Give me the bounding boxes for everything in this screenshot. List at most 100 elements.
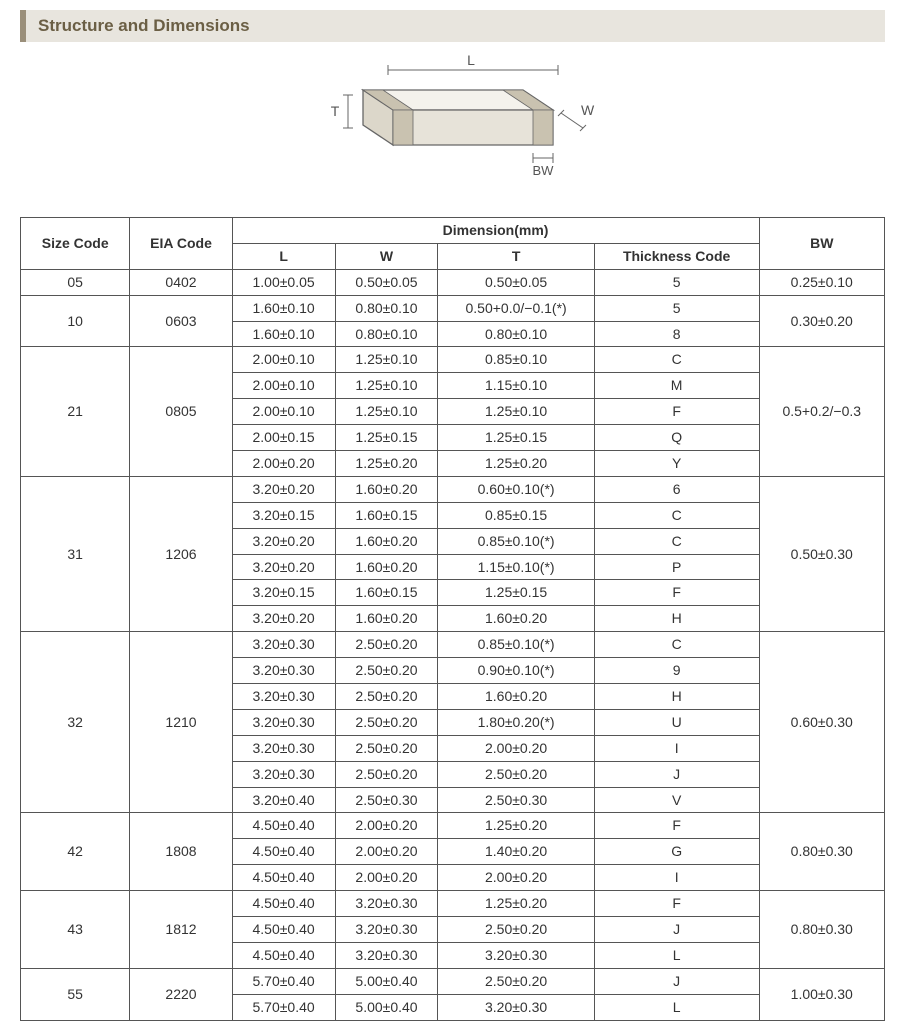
cell-L: 3.20±0.30: [232, 709, 335, 735]
cell-L: 4.50±0.40: [232, 917, 335, 943]
cell-W: 1.25±0.15: [335, 425, 438, 451]
cell-W: 1.60±0.15: [335, 502, 438, 528]
cell-L: 1.00±0.05: [232, 269, 335, 295]
cell-W: 2.50±0.20: [335, 658, 438, 684]
cell-tc: L: [594, 942, 759, 968]
cell-W: 2.50±0.20: [335, 632, 438, 658]
cell-bw: 0.80±0.30: [759, 891, 884, 969]
cell-W: 2.50±0.20: [335, 709, 438, 735]
cell-eia-code: 1206: [130, 476, 232, 631]
cell-size-code: 10: [21, 295, 130, 347]
cell-tc: 5: [594, 269, 759, 295]
col-T: T: [438, 243, 594, 269]
cell-T: 0.90±0.10(*): [438, 658, 594, 684]
cell-W: 1.60±0.20: [335, 606, 438, 632]
cell-W: 1.25±0.10: [335, 399, 438, 425]
cell-W: 3.20±0.30: [335, 942, 438, 968]
cell-W: 1.60±0.20: [335, 528, 438, 554]
cell-bw: 0.25±0.10: [759, 269, 884, 295]
cell-T: 3.20±0.30: [438, 942, 594, 968]
cell-tc: P: [594, 554, 759, 580]
cell-tc: 5: [594, 295, 759, 321]
cell-T: 1.25±0.20: [438, 813, 594, 839]
table-row: 1006031.60±0.100.80±0.100.50+0.0/−0.1(*)…: [21, 295, 885, 321]
table-row: 4218084.50±0.402.00±0.201.25±0.20F0.80±0…: [21, 813, 885, 839]
cell-W: 2.50±0.20: [335, 735, 438, 761]
cell-bw: 0.5+0.2/−0.3: [759, 347, 884, 476]
cell-W: 0.50±0.05: [335, 269, 438, 295]
cell-tc: J: [594, 968, 759, 994]
cell-W: 2.50±0.20: [335, 761, 438, 787]
section-title: Structure and Dimensions: [20, 10, 885, 42]
cell-L: 3.20±0.20: [232, 554, 335, 580]
cell-W: 2.50±0.20: [335, 684, 438, 710]
cell-tc: C: [594, 502, 759, 528]
cell-L: 4.50±0.40: [232, 865, 335, 891]
cell-bw: 0.50±0.30: [759, 476, 884, 631]
cell-size-code: 43: [21, 891, 130, 969]
col-thickness-code: Thickness Code: [594, 243, 759, 269]
cell-size-code: 31: [21, 476, 130, 631]
cell-L: 5.70±0.40: [232, 994, 335, 1020]
cell-tc: I: [594, 735, 759, 761]
cell-T: 1.25±0.15: [438, 580, 594, 606]
cell-T: 0.60±0.10(*): [438, 476, 594, 502]
cell-tc: H: [594, 684, 759, 710]
cell-W: 1.60±0.20: [335, 476, 438, 502]
cell-L: 4.50±0.40: [232, 891, 335, 917]
cell-T: 0.85±0.10: [438, 347, 594, 373]
cell-tc: 6: [594, 476, 759, 502]
table-row: 0504021.00±0.050.50±0.050.50±0.0550.25±0…: [21, 269, 885, 295]
cell-T: 0.50±0.05: [438, 269, 594, 295]
diagram-label-L: L: [467, 52, 475, 68]
cell-T: 1.25±0.20: [438, 451, 594, 477]
cell-tc: V: [594, 787, 759, 813]
cell-tc: F: [594, 813, 759, 839]
cell-L: 2.00±0.10: [232, 373, 335, 399]
cell-W: 0.80±0.10: [335, 295, 438, 321]
cell-W: 2.00±0.20: [335, 839, 438, 865]
cell-tc: F: [594, 580, 759, 606]
col-L: L: [232, 243, 335, 269]
cell-L: 3.20±0.30: [232, 761, 335, 787]
cell-W: 2.50±0.30: [335, 787, 438, 813]
cell-T: 1.80±0.20(*): [438, 709, 594, 735]
cell-T: 1.25±0.15: [438, 425, 594, 451]
cell-bw: 0.80±0.30: [759, 813, 884, 891]
cell-size-code: 21: [21, 347, 130, 476]
cell-L: 3.20±0.15: [232, 502, 335, 528]
cell-W: 1.25±0.10: [335, 373, 438, 399]
cell-tc: Q: [594, 425, 759, 451]
cell-L: 3.20±0.15: [232, 580, 335, 606]
col-dimension: Dimension(mm): [232, 218, 759, 244]
col-size-code: Size Code: [21, 218, 130, 270]
cell-L: 3.20±0.20: [232, 528, 335, 554]
cell-W: 1.25±0.10: [335, 347, 438, 373]
cell-T: 0.85±0.10(*): [438, 632, 594, 658]
cell-T: 0.85±0.15: [438, 502, 594, 528]
cell-L: 5.70±0.40: [232, 968, 335, 994]
table-row: 2108052.00±0.101.25±0.100.85±0.10C0.5+0.…: [21, 347, 885, 373]
cell-T: 1.15±0.10(*): [438, 554, 594, 580]
cell-tc: H: [594, 606, 759, 632]
cell-L: 3.20±0.40: [232, 787, 335, 813]
diagram-label-BW: BW: [532, 163, 554, 178]
cell-T: 1.25±0.10: [438, 399, 594, 425]
cell-tc: Y: [594, 451, 759, 477]
cell-bw: 0.60±0.30: [759, 632, 884, 813]
diagram-label-W: W: [581, 102, 595, 118]
cell-T: 1.60±0.20: [438, 606, 594, 632]
cell-tc: J: [594, 761, 759, 787]
col-bw: BW: [759, 218, 884, 270]
cell-W: 1.60±0.20: [335, 554, 438, 580]
cell-W: 2.00±0.20: [335, 865, 438, 891]
cell-T: 2.50±0.20: [438, 968, 594, 994]
cell-W: 1.25±0.20: [335, 451, 438, 477]
cell-T: 0.50+0.0/−0.1(*): [438, 295, 594, 321]
cell-size-code: 32: [21, 632, 130, 813]
cell-L: 2.00±0.10: [232, 399, 335, 425]
cell-size-code: 05: [21, 269, 130, 295]
cell-L: 2.00±0.20: [232, 451, 335, 477]
cell-L: 3.20±0.20: [232, 606, 335, 632]
cell-tc: M: [594, 373, 759, 399]
